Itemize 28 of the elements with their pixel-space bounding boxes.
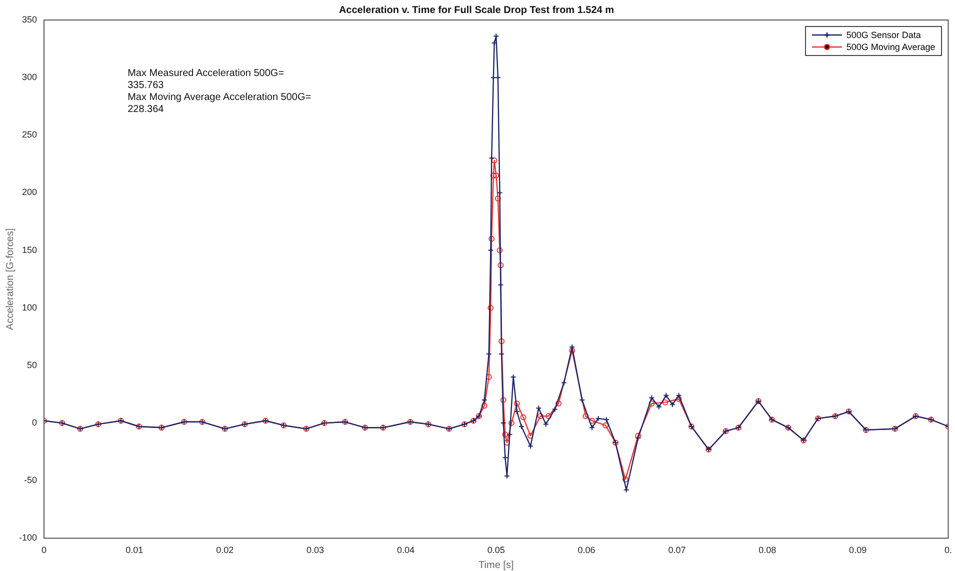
x-tick-label: 0.06	[578, 545, 596, 556]
y-tick-label: 100	[22, 302, 38, 312]
x-tick-label: 0.04	[396, 545, 414, 556]
y-tick-label: -50	[24, 475, 38, 486]
x-tick-label: 0.08	[758, 545, 776, 556]
y-tick-label: 250	[22, 130, 38, 140]
x-tick-label: 0.05	[487, 545, 505, 556]
annotation: Max Moving Average Acceleration 500G= 228.364	[128, 92, 312, 116]
y-axis-title: Acceleration [G-forces]	[4, 228, 16, 330]
y-tick-label: 0	[32, 418, 38, 428]
y-tick-label: 200	[22, 187, 38, 198]
x-tick-label: 0.01	[126, 545, 144, 556]
annotation: Max Measured Acceleration 500G= 335.763	[128, 68, 286, 92]
y-tick-label: 300	[22, 72, 38, 82]
y-tick-label: 50	[27, 360, 38, 370]
y-tick-label: 350	[22, 14, 38, 24]
x-tick-label: 0	[42, 545, 47, 556]
x-tick-label: 0.03	[306, 545, 324, 556]
x-axis-title: Time [s]	[478, 560, 514, 571]
legend-label: 500G Moving Average	[846, 42, 936, 52]
y-tick-label: 150	[22, 244, 38, 255]
x-tick-label: 0.07	[668, 545, 686, 556]
x-tick-label: 0.09	[849, 545, 867, 556]
y-tick-label: -100	[19, 532, 38, 543]
x-tick-label: 0.	[944, 545, 952, 556]
chart-title: Acceleration v. Time for Full Scale Drop Test from 1.524 m	[338, 4, 614, 16]
legend-label: 500G Sensor Data	[846, 30, 921, 40]
x-tick-label: 0.02	[216, 545, 234, 556]
